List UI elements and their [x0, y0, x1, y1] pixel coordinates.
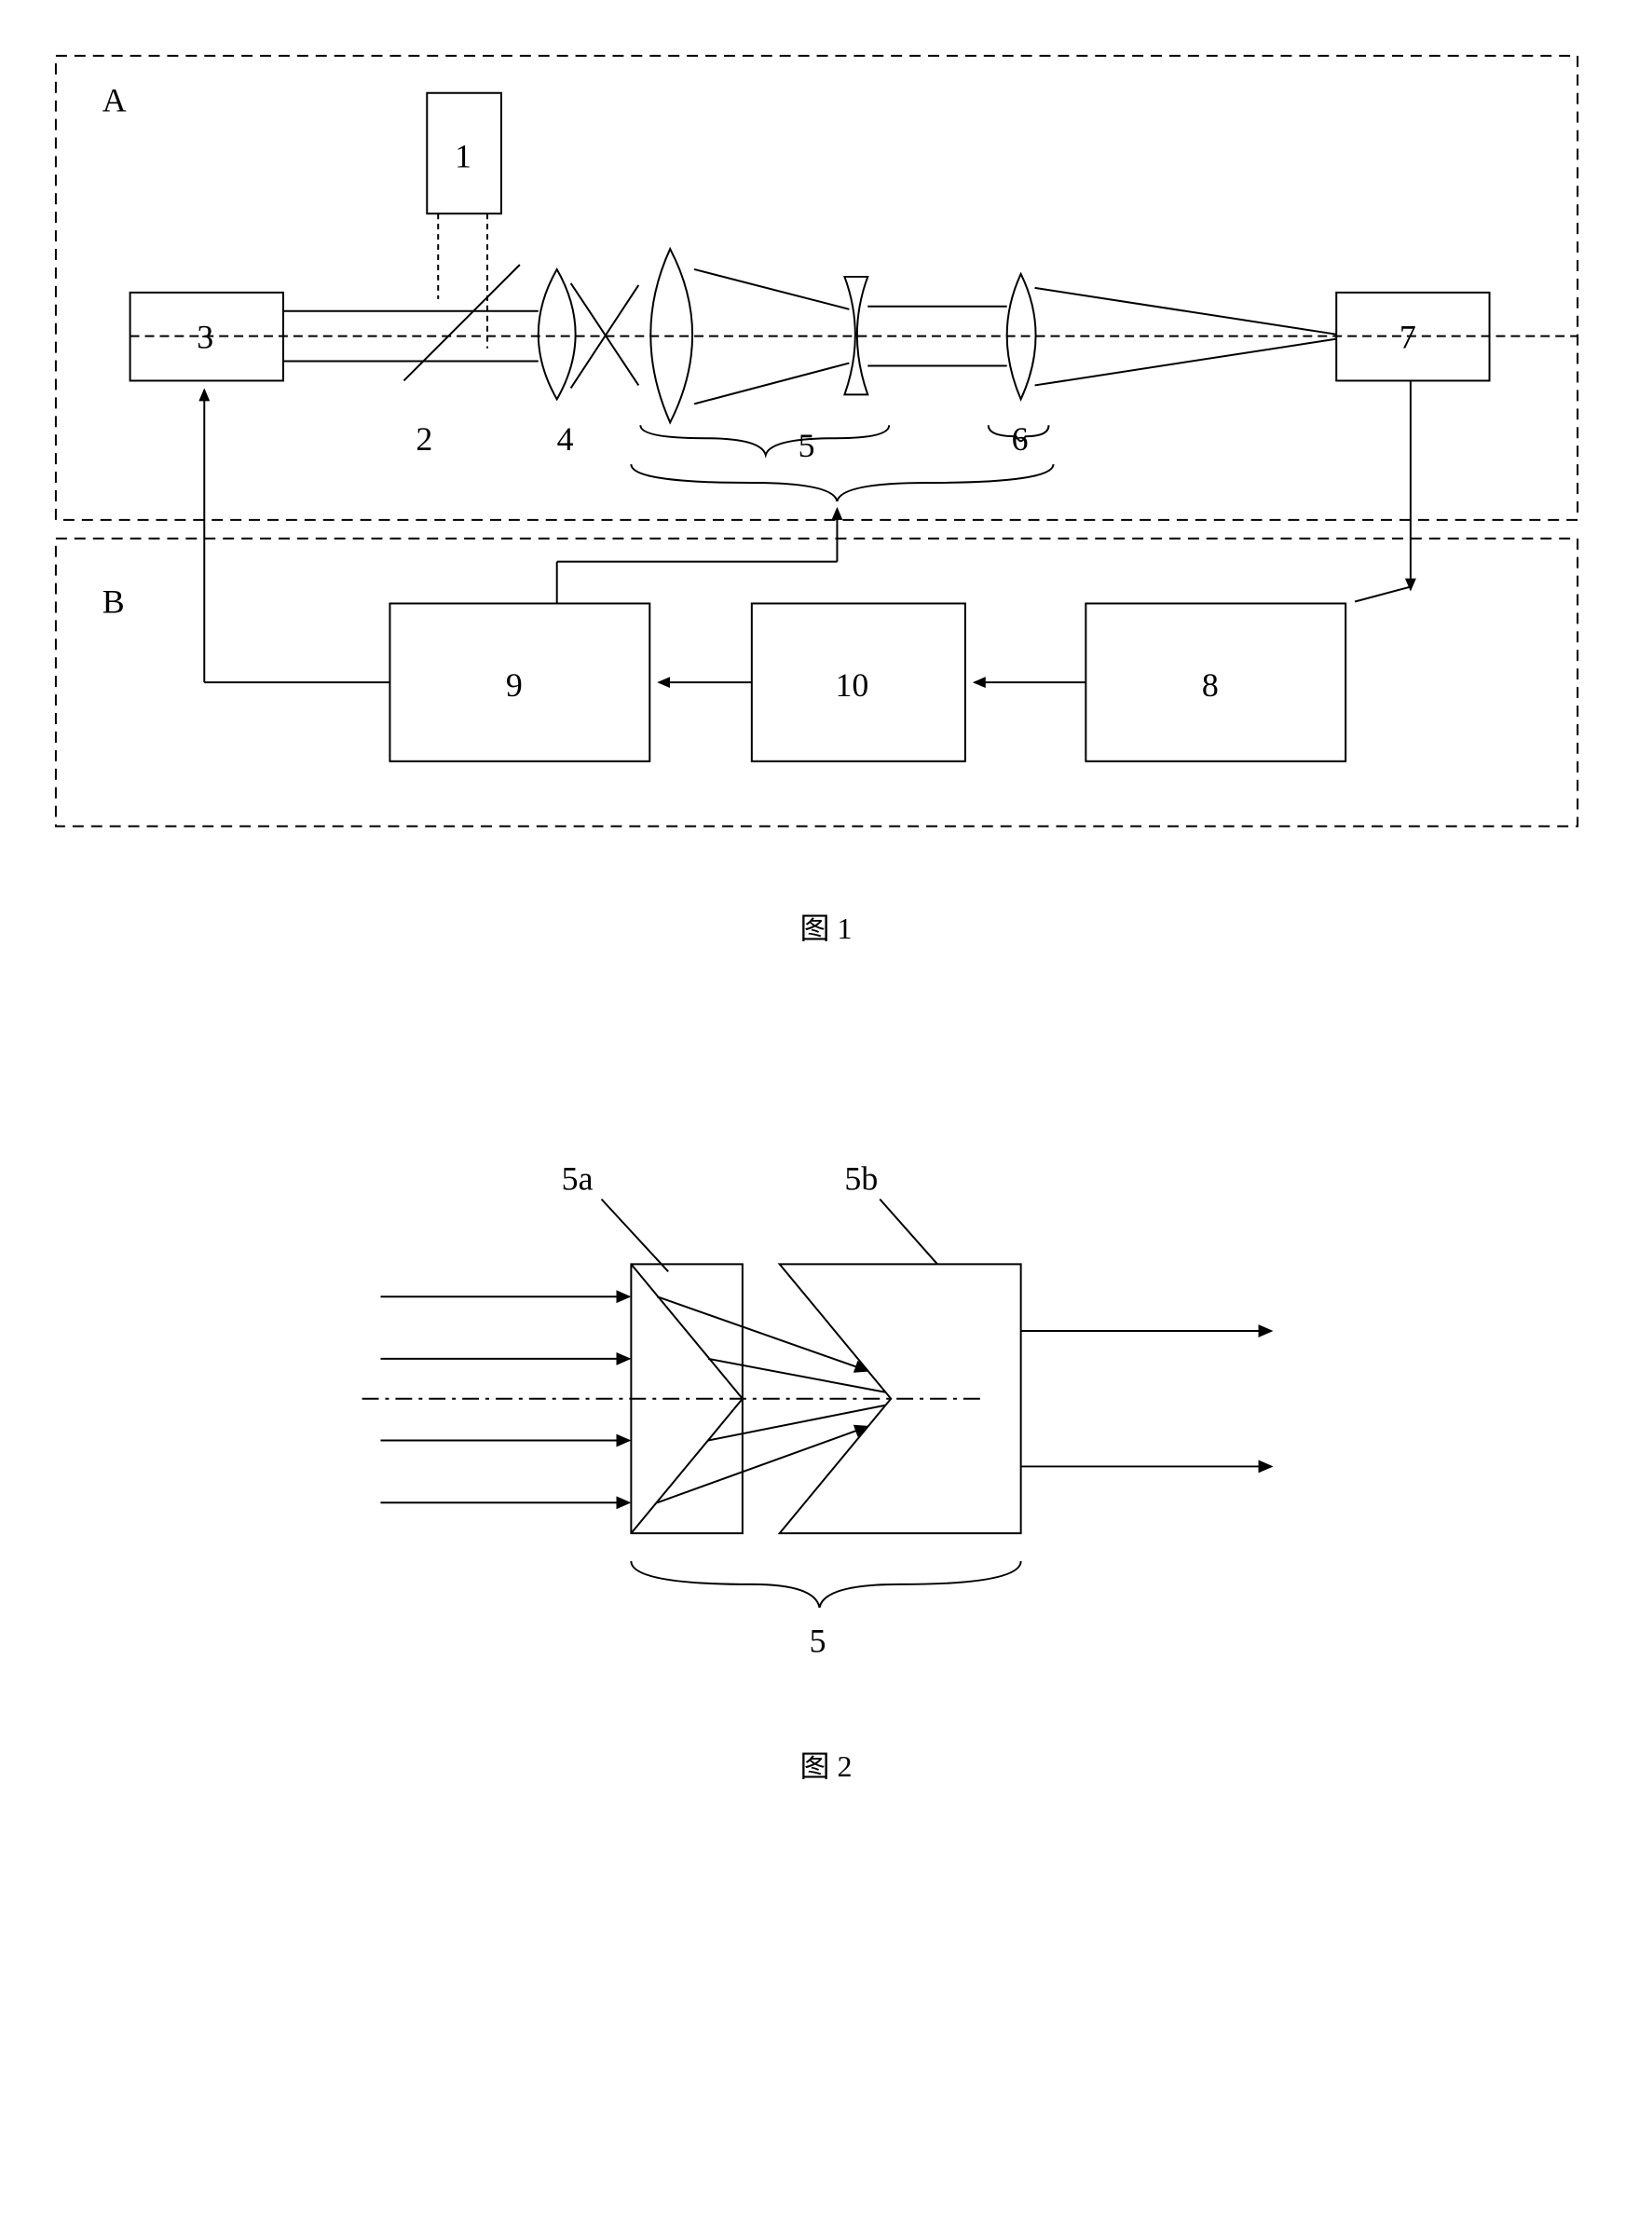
brace-5-fig2: [631, 1561, 1020, 1608]
mid-ray-2: [708, 1359, 885, 1392]
brace-5-big: [631, 464, 1053, 501]
box-3-label: 3: [197, 319, 213, 356]
label-5: 5: [799, 427, 815, 464]
section-a-label: A: [102, 82, 127, 119]
box-10-label: 10: [835, 666, 868, 704]
figure-2-caption: 图 2: [37, 1743, 1615, 1786]
label-5a: 5a: [562, 1160, 594, 1198]
figure-2-svg: 5a 5b 5: [37, 1116, 1615, 1709]
figure-1: A B 1 3: [37, 37, 1615, 948]
label-5-fig2: 5: [810, 1623, 826, 1660]
ray-6-b: [1035, 339, 1337, 386]
section-a-box: [56, 56, 1577, 520]
box-1-label: 1: [455, 137, 471, 174]
section-b-label: B: [102, 583, 125, 620]
figure-1-caption: 图 1: [37, 905, 1615, 948]
leader-5b: [880, 1200, 937, 1265]
ray-4-t: [571, 283, 639, 386]
mid-ray-3: [708, 1405, 885, 1441]
label-2: 2: [416, 420, 432, 458]
brace-5-small: [640, 425, 889, 455]
ray-6-t: [1035, 288, 1337, 335]
ray-5-t: [694, 269, 849, 309]
arrow-7-to-8b: [1355, 587, 1411, 602]
label-4: 4: [557, 420, 574, 458]
box-8-label: 8: [1202, 666, 1219, 704]
label-6: 6: [1012, 420, 1029, 458]
label-5b: 5b: [844, 1160, 878, 1198]
element-4-lens: [539, 269, 576, 399]
box-7-label: 7: [1399, 319, 1416, 356]
figure-1-svg: A B 1 3: [37, 37, 1615, 872]
leader-5a: [601, 1200, 668, 1272]
box-9-label: 9: [506, 666, 523, 704]
figure-2: 5a 5b 5 图 2: [37, 1116, 1615, 1785]
element-2-mirror: [403, 265, 519, 380]
ray-5-b: [694, 363, 849, 404]
